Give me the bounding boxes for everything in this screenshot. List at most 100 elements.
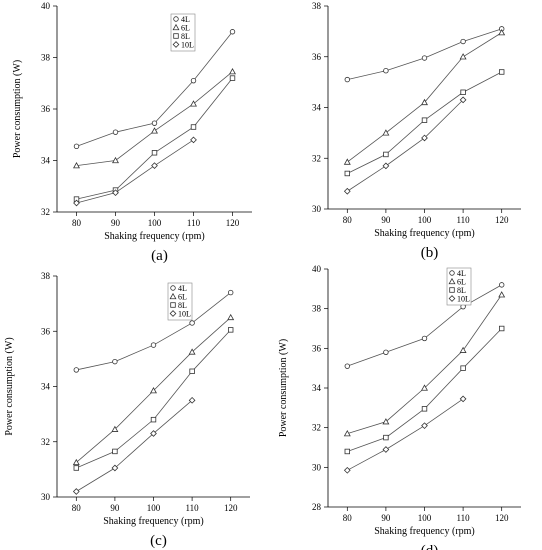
series-4L: [344, 26, 505, 83]
data-point: [460, 89, 466, 95]
data-point: [189, 368, 195, 375]
y-axis-label: Power consumption (W): [278, 339, 289, 437]
legend-marker: [170, 302, 176, 308]
series-line: [347, 284, 502, 367]
series-line: [76, 329, 231, 469]
data-point: [150, 430, 157, 437]
panel-label: (b): [421, 245, 439, 261]
y-tick-label: 30: [312, 462, 322, 472]
x-tick-label: 100: [418, 215, 432, 225]
series-6L: [343, 291, 506, 437]
y-tick-label: 30: [312, 204, 322, 214]
y-tick-label: 32: [41, 207, 50, 217]
data-point: [227, 327, 234, 333]
data-point: [188, 348, 196, 355]
x-axis-label: Shaking frequency (rpm): [103, 516, 204, 527]
series-10L: [72, 396, 196, 495]
x-tick-label: 100: [418, 513, 432, 523]
legend-marker: [172, 41, 180, 48]
data-point: [150, 342, 157, 348]
data-point: [190, 136, 197, 144]
y-tick-label: 32: [41, 437, 50, 447]
panel-label: (c): [150, 533, 167, 549]
data-point: [112, 129, 119, 135]
data-point: [151, 162, 158, 170]
x-tick-label: 100: [147, 503, 161, 513]
data-point: [151, 150, 158, 156]
data-point: [421, 335, 428, 342]
x-tick-label: 90: [111, 218, 121, 228]
data-point: [421, 117, 428, 123]
data-point: [189, 320, 195, 326]
series-line: [76, 139, 194, 204]
x-tick-label: 80: [72, 503, 82, 513]
legend-label: 8L: [178, 301, 187, 310]
y-tick-label: 38: [312, 1, 322, 11]
legend-marker: [173, 33, 179, 39]
x-tick-label: 110: [186, 503, 200, 513]
x-axis-label: Shaking frequency (rpm): [104, 231, 205, 242]
data-point: [421, 55, 428, 61]
legend-marker: [449, 270, 455, 276]
legend-label: 4L: [457, 269, 466, 278]
y-tick-label: 28: [312, 502, 322, 512]
y-axis-label: Power consumption (W): [12, 60, 23, 158]
data-point: [112, 448, 118, 455]
legend-label: 10L: [457, 295, 470, 304]
y-tick-label: 38: [41, 271, 51, 281]
series-10L: [343, 395, 467, 474]
data-point: [383, 434, 389, 441]
data-point: [229, 29, 236, 35]
x-tick-label: 120: [495, 215, 509, 225]
y-tick-label: 34: [312, 103, 322, 113]
data-point: [73, 367, 79, 373]
data-point: [229, 68, 236, 75]
series-line: [347, 32, 502, 163]
data-point: [151, 127, 158, 134]
chart-panel-d: 80 90 100 110 120 28 30 32 34 36 38 40 Shaking frequ…: [278, 264, 521, 550]
legend-marker: [172, 23, 180, 31]
x-tick-label: 90: [381, 215, 391, 225]
x-tick-label: 80: [72, 218, 82, 228]
series-line: [347, 99, 464, 192]
series-line: [347, 398, 464, 471]
data-point: [382, 418, 390, 425]
y-tick-label: 32: [312, 153, 321, 163]
legend-label: 6L: [178, 293, 187, 302]
data-point: [73, 465, 79, 471]
data-point: [111, 425, 119, 432]
x-tick-label: 90: [110, 503, 120, 513]
data-point: [498, 29, 506, 36]
data-point: [382, 162, 390, 170]
data-point: [227, 289, 234, 296]
data-point: [498, 69, 505, 75]
data-point: [112, 156, 119, 164]
x-tick-label: 80: [343, 215, 353, 225]
legend-label: 4L: [178, 284, 187, 293]
data-point: [111, 464, 119, 472]
data-point: [459, 53, 467, 60]
y-tick-label: 30: [41, 492, 51, 502]
series-6L: [73, 68, 236, 169]
data-point: [229, 75, 236, 81]
chart-panel-c: 80 90 100 110 120 30 32 34 36 38 Shaking frequency…: [4, 271, 250, 549]
x-tick-label: 110: [187, 218, 201, 228]
series-4L: [344, 282, 505, 369]
series-6L: [72, 313, 235, 466]
data-point: [421, 134, 428, 142]
data-point: [498, 291, 506, 298]
data-point: [383, 68, 389, 74]
data-point: [190, 100, 197, 107]
y-tick-label: 38: [312, 304, 322, 314]
chart-panel-a: 80 90 100 110 120 32 34 36 38 40 Shaking frequency…: [12, 1, 252, 264]
legend-marker: [448, 295, 456, 302]
data-point: [421, 406, 428, 412]
x-tick-label: 110: [457, 513, 471, 523]
legend-marker: [449, 287, 455, 293]
data-point: [383, 349, 389, 355]
data-point: [188, 396, 196, 404]
legend-label: 6L: [457, 278, 466, 287]
data-point: [72, 458, 80, 466]
